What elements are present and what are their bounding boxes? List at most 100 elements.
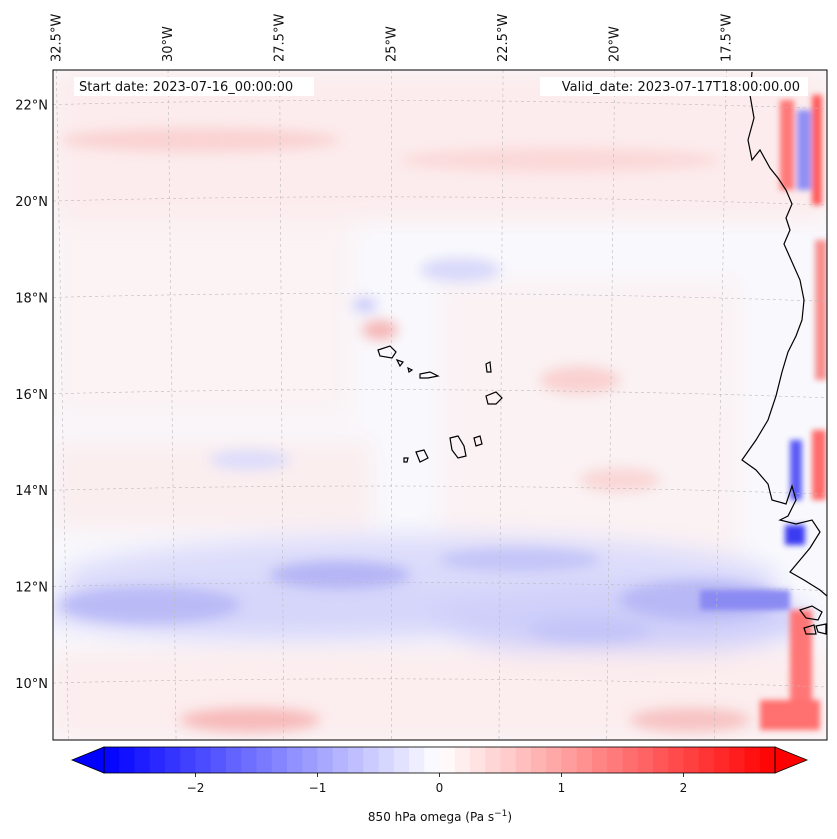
- colorbar-level: [363, 747, 379, 773]
- colorbar-level: [348, 747, 364, 773]
- parallel-gridline: [52, 678, 828, 688]
- parallel-gridline: [52, 292, 828, 302]
- coastlines: [377, 71, 827, 635]
- map-frame: [52, 69, 828, 741]
- meridian-gridline: [714, 69, 727, 741]
- meridian-gridline: [606, 69, 615, 741]
- colorbar-level: [637, 747, 654, 773]
- colorbar-level: [241, 747, 257, 773]
- parallel-gridline: [52, 582, 828, 591]
- latitude-label: 20°N: [15, 195, 48, 210]
- colorbar-level: [744, 747, 761, 773]
- longitude-label: 27.5°W: [273, 14, 288, 62]
- colorbar-levels: [104, 747, 776, 773]
- parallel-gridline: [52, 389, 828, 399]
- colorbar-level: [698, 747, 715, 773]
- meridian-gridline: [498, 69, 504, 741]
- latitude-label: 10°N: [15, 677, 48, 692]
- longitude-labels: 32.5°W 30°W 27.5°W 25°W 22.5°W 20°W 17.5°W: [49, 14, 734, 62]
- latitude-label: 22°N: [15, 99, 48, 114]
- colorbar-level: [409, 747, 425, 773]
- colorbar-level: [134, 747, 151, 773]
- santa-luzia-island: [407, 366, 414, 373]
- colorbar-level: [332, 747, 349, 773]
- colorbar-level: [424, 747, 440, 773]
- longitude-label: 20°W: [608, 26, 623, 62]
- fogo-island: [415, 449, 429, 463]
- colorbar-level: [531, 747, 547, 773]
- colorbar-level: [607, 747, 623, 773]
- gridlines: [52, 69, 828, 741]
- colorbar-level: [561, 747, 578, 773]
- colorbar-level: [729, 747, 745, 773]
- colorbar-level: [104, 747, 120, 773]
- map-panel: Start date: 2023-07-16_00:00:00 Valid_da…: [15, 14, 828, 741]
- colorbar-tick-label: −1: [309, 781, 327, 795]
- brava-island: [403, 457, 409, 463]
- colorbar-level: [180, 747, 196, 773]
- colorbar-level: [759, 747, 776, 773]
- latitude-label: 16°N: [15, 388, 48, 403]
- colorbar-level: [500, 747, 517, 773]
- colorbar-min-extension: [70, 746, 105, 774]
- colorbar-tick-label: 0: [436, 781, 444, 795]
- sao-vicente-island: [395, 358, 404, 368]
- colorbar-level: [317, 747, 334, 773]
- colorbar-level: [302, 747, 318, 773]
- parallel-gridline: [52, 485, 828, 495]
- colorbar-max-extension: [774, 746, 809, 774]
- colorbar-level: [439, 747, 456, 773]
- colorbar-tick-label: 2: [680, 781, 688, 795]
- bijagos-islands: [799, 605, 827, 635]
- valid-date-label: Valid_date: 2023-07-17T18:00:00.00: [562, 80, 800, 95]
- meridian-gridline: [279, 69, 284, 741]
- sal-island: [485, 361, 492, 373]
- colorbar-level: [485, 747, 501, 773]
- colorbar-level: [515, 747, 532, 773]
- longitude-label: 17.5°W: [719, 14, 734, 62]
- colorbar-tick-label: −2: [187, 781, 205, 795]
- latitude-label: 14°N: [15, 484, 48, 499]
- colorbar-level: [592, 747, 608, 773]
- colorbar-level: [683, 747, 700, 773]
- colorbar-level: [149, 747, 166, 773]
- africa-coastline: [741, 71, 827, 597]
- start-date-label: Start date: 2023-07-16_00:00:00: [79, 80, 293, 95]
- sao-nicolau-island: [419, 371, 440, 379]
- start-date-box: [74, 77, 314, 96]
- valid-date-box: [540, 77, 808, 96]
- colorbar-level: [454, 747, 471, 773]
- latitude-label: 12°N: [15, 581, 48, 596]
- colorbar-level: [119, 747, 135, 773]
- santiago-island: [449, 435, 467, 459]
- colorbar: −2 −1 0 1 2 850 hPa omega (Pa s−1): [70, 746, 809, 824]
- colorbar-ticks: −2 −1 0 1 2: [187, 773, 688, 795]
- colorbar-tick-label: 1: [558, 781, 566, 795]
- parallel-gridline: [52, 100, 828, 109]
- colorbar-level: [622, 747, 639, 773]
- colorbar-level: [256, 747, 273, 773]
- boa-vista-island: [485, 391, 503, 405]
- colorbar-title: 850 hPa omega (Pa s−1): [368, 809, 512, 824]
- colorbar-level: [714, 747, 730, 773]
- colorbar-level: [287, 747, 303, 773]
- longitude-label: 22.5°W: [496, 14, 511, 62]
- parallel-gridline: [52, 196, 828, 206]
- longitude-label: 30°W: [161, 26, 176, 62]
- colorbar-level: [576, 747, 593, 773]
- colorbar-level: [546, 747, 562, 773]
- colorbar-level: [393, 747, 410, 773]
- colorbar-level: [378, 747, 395, 773]
- longitude-label: 32.5°W: [49, 14, 64, 62]
- meridian-gridline: [56, 69, 69, 741]
- latitude-labels: 22°N 20°N 18°N 16°N 14°N 12°N 10°N: [15, 99, 48, 692]
- colorbar-level: [226, 747, 242, 773]
- longitude-label: 25°W: [384, 26, 399, 62]
- colorbar-level: [210, 747, 227, 773]
- colorbar-level: [195, 747, 212, 773]
- colorbar-level: [271, 747, 288, 773]
- colorbar-level: [470, 747, 486, 773]
- latitude-label: 18°N: [15, 291, 48, 306]
- santo-antao-island: [377, 345, 397, 359]
